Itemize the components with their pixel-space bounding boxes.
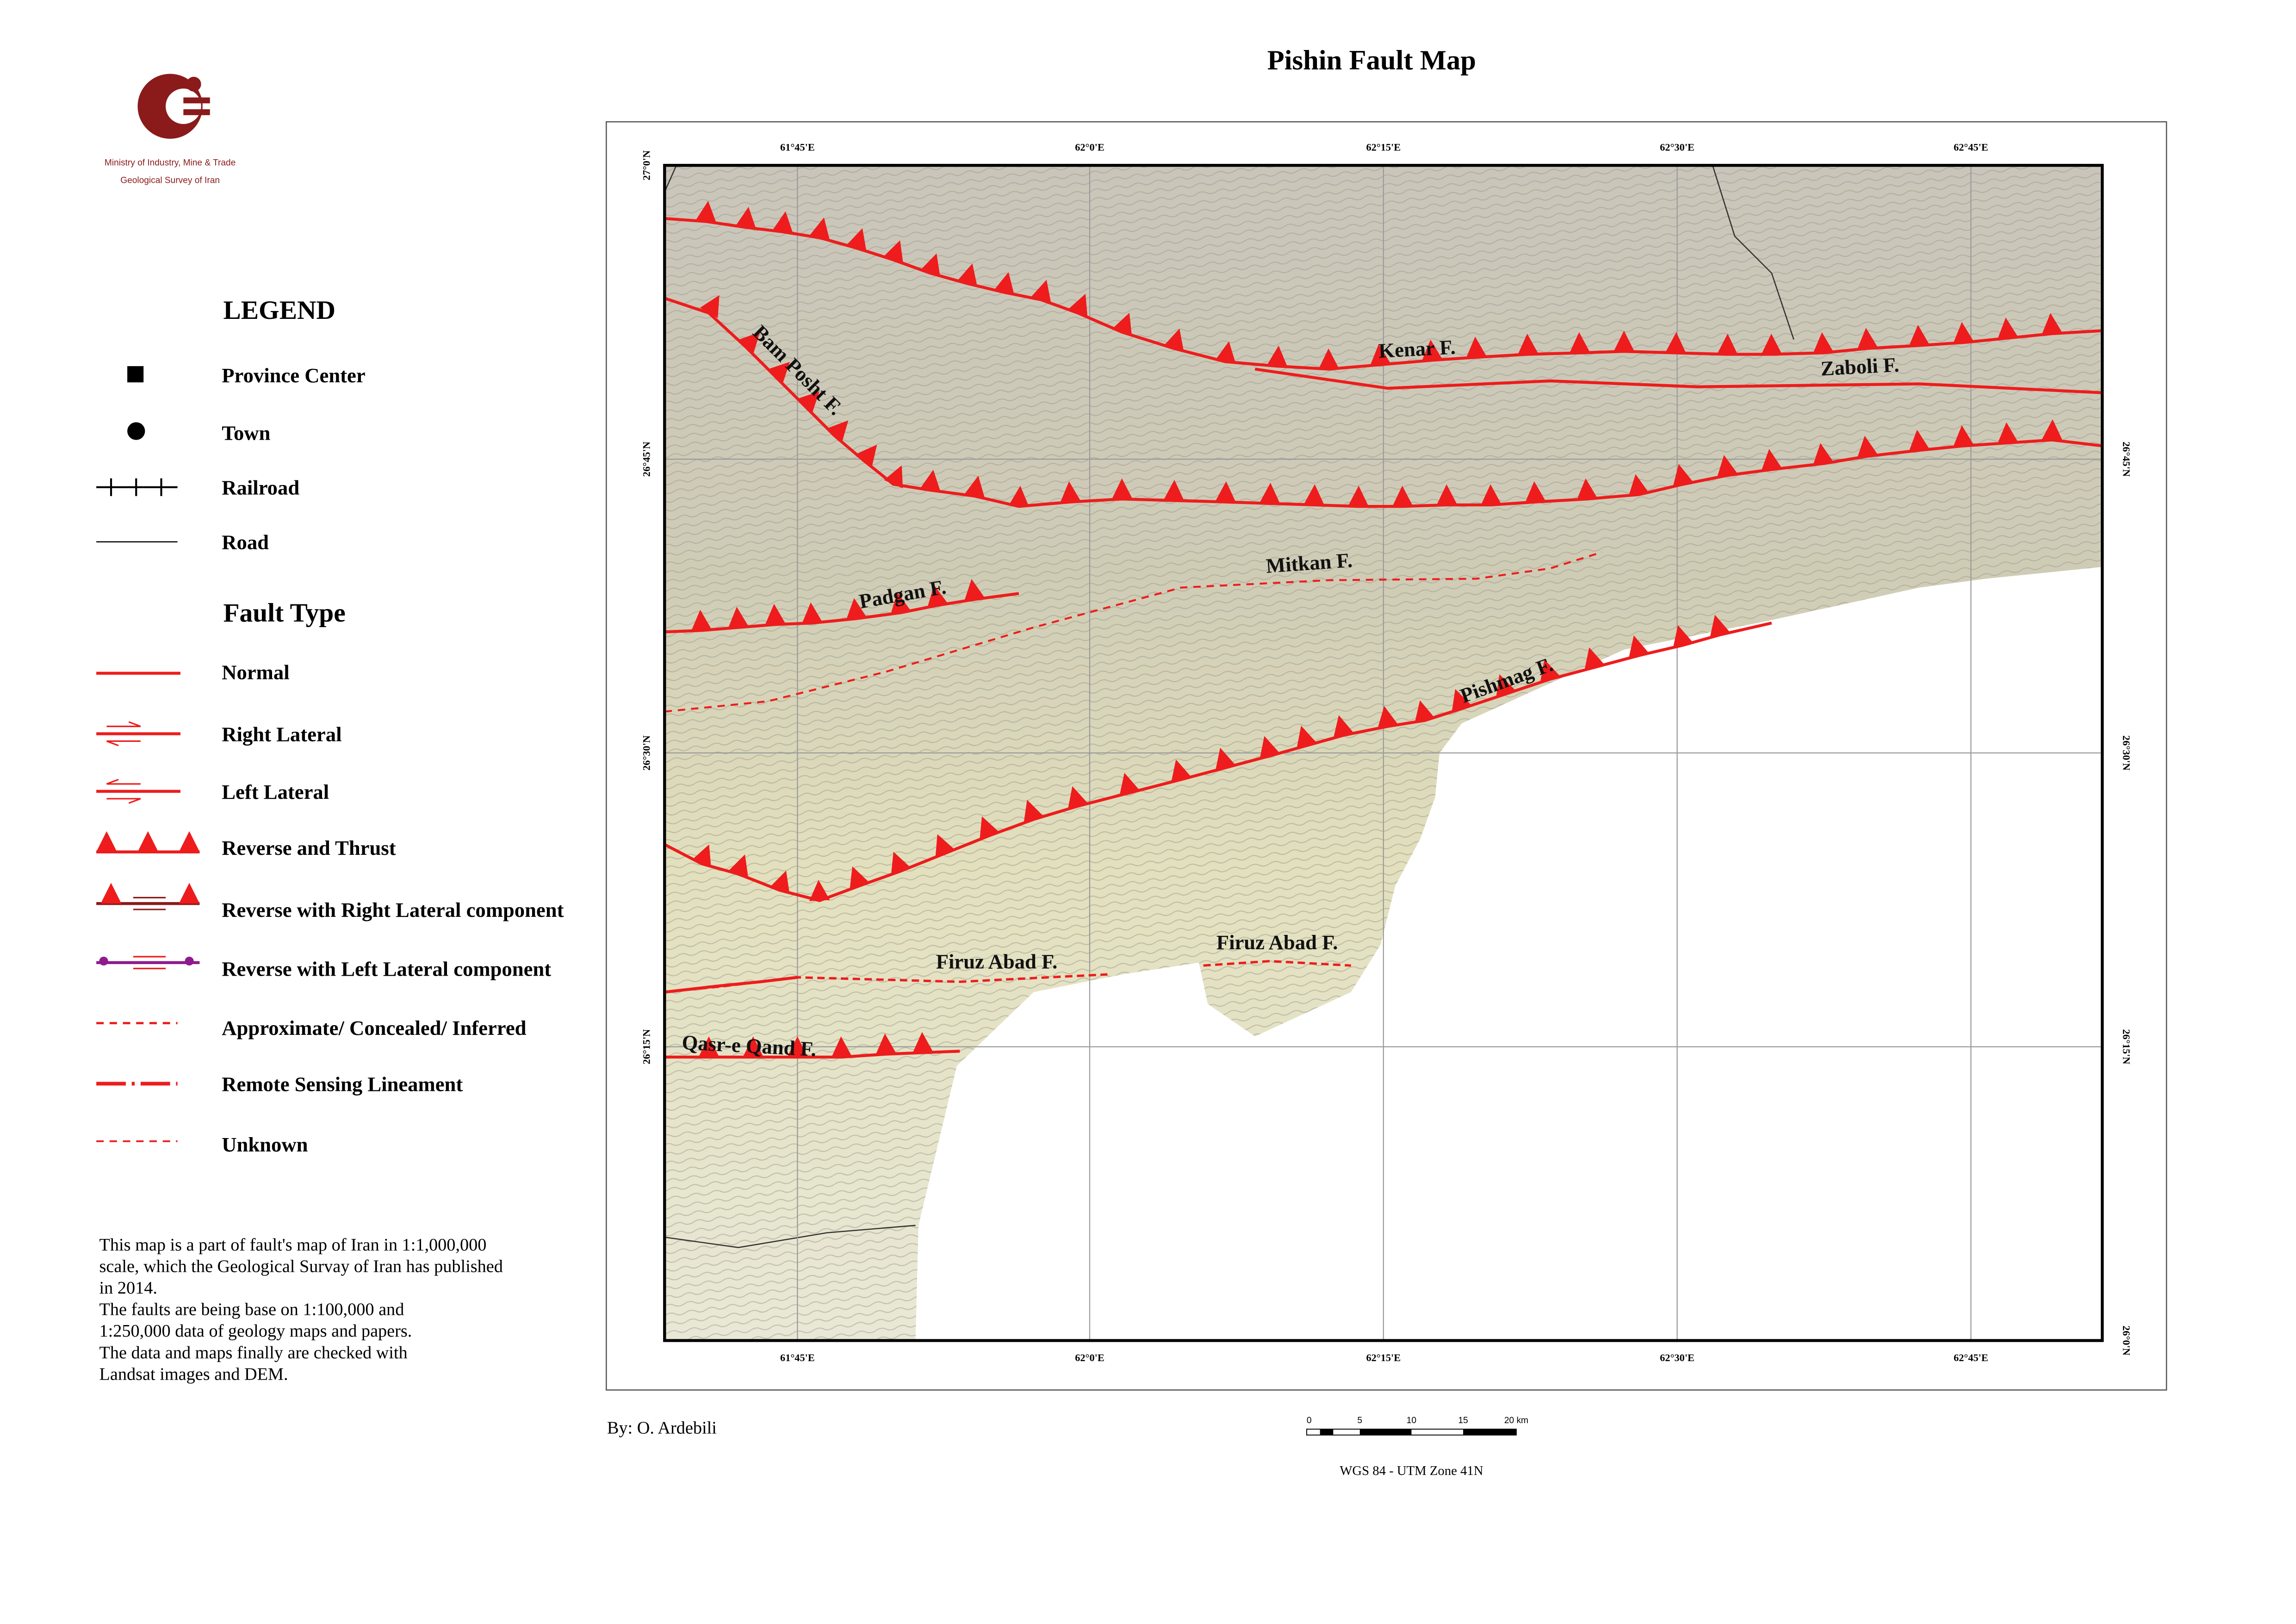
scale-bar: 0 5 10 15 20 km [1306,1416,1528,1436]
note-line: The faults are being base on 1:100,000 a… [99,1300,404,1319]
fault-label: Firuz Abad F. [936,950,1058,973]
org-name: Ministry of Industry, Mine & Trade [105,158,236,168]
lon-label: 61°45'E [780,1352,815,1363]
lat-label: 26°0'N [2121,1325,2132,1356]
lat-label: 26°45'N [640,442,652,477]
faults [664,201,2103,1059]
note-line: in 2014. [99,1278,157,1298]
legend-label: Railroad [222,476,299,499]
legend-label: Town [222,422,270,445]
legend: LEGEND Fault Type Province Center Town R… [96,296,564,1156]
note-line: scale, which the Geological Survay of Ir… [99,1257,503,1276]
border [664,1225,916,1248]
legend-label: Normal [222,660,289,684]
note-line: Landsat images and DEM. [99,1364,288,1384]
fault-label: Firuz Abad F. [1216,931,1338,954]
legend-label: Reverse with Left Lateral component [222,958,551,981]
legend-title: LEGEND [223,296,335,325]
scale-label: 20 km [1504,1416,1528,1425]
lon-label: 62°45'E [1954,1352,1988,1363]
lat-label: 26°15'N [2121,1029,2132,1064]
legend-title: Fault Type [223,598,345,628]
fault-label: Kenar F. [1378,335,1456,362]
map-frame [605,121,2167,1391]
border [664,165,677,193]
symbol [127,422,145,440]
lon-label: 61°45'E [780,141,815,153]
lon-label: 62°0'E [1075,141,1105,153]
legend-label: Left Lateral [222,780,329,803]
projection: WGS 84 - UTM Zone 41N [1340,1463,1483,1478]
lat-label: 26°15'N [640,1029,652,1064]
logo: Ministry of Industry, Mine & Trade Geolo… [105,74,236,186]
lon-label: 62°0'E [1075,1352,1105,1363]
fault-label: Zaboli F. [1820,353,1899,380]
legend-label: Reverse and Thrust [222,836,396,859]
org-name: Geological Survey of Iran [120,176,220,186]
lat-label: 26°30'N [2121,735,2132,771]
note-line: 1:250,000 data of geology maps and paper… [99,1321,412,1341]
title: Pishin Fault Map [1267,45,1476,76]
note: This map is a part of fault's map of Ira… [99,1235,503,1384]
author: By: O. Ardebili [607,1418,717,1437]
legend-label: Remote Sensing Lineament [222,1072,463,1095]
legend-label: Road [222,531,269,554]
legend-label: Approximate/ Concealed/ Inferred [222,1016,526,1039]
scale-label: 15 [1458,1416,1468,1425]
map-neatline [663,164,2104,1342]
legend-label: Province Center [222,364,365,387]
lon-label: 62°15'E [1366,141,1401,153]
lon-label: 62°30'E [1660,141,1694,153]
scale-label: 0 [1307,1416,1312,1425]
legend-label: Right Lateral [222,722,341,746]
scale-label: 10 [1407,1416,1416,1425]
lon-label: 62°45'E [1954,141,1988,153]
scale-label: 5 [1357,1416,1362,1425]
lat-label: 26°30'N [640,735,652,771]
coordinates: 61°45'E 61°45'E 62°0'E 62°0'E 62°15'E 62°15'E… [640,141,2132,1363]
map-body: Kenar F. Zaboli F. Bam Posht F. Padgan F… [663,164,2104,1342]
symbols [96,672,200,1142]
lon-label: 62°15'E [1366,1352,1401,1363]
note-line: This map is a part of fault's map of Ira… [99,1235,487,1255]
lat-label: 27°0'N [640,150,652,180]
legend-label: Unknown [222,1133,308,1156]
lon-label: 62°30'E [1660,1352,1694,1363]
lat-label: 26°45'N [2121,442,2132,477]
symbol [96,478,178,496]
scale-labels: 0 5 10 15 20 km [1307,1416,1528,1425]
legend-label: Reverse with Right Lateral component [222,898,564,921]
symbol [127,366,144,383]
outside-area [915,566,2103,1341]
note-line: The data and maps finally are checked wi… [99,1343,408,1363]
